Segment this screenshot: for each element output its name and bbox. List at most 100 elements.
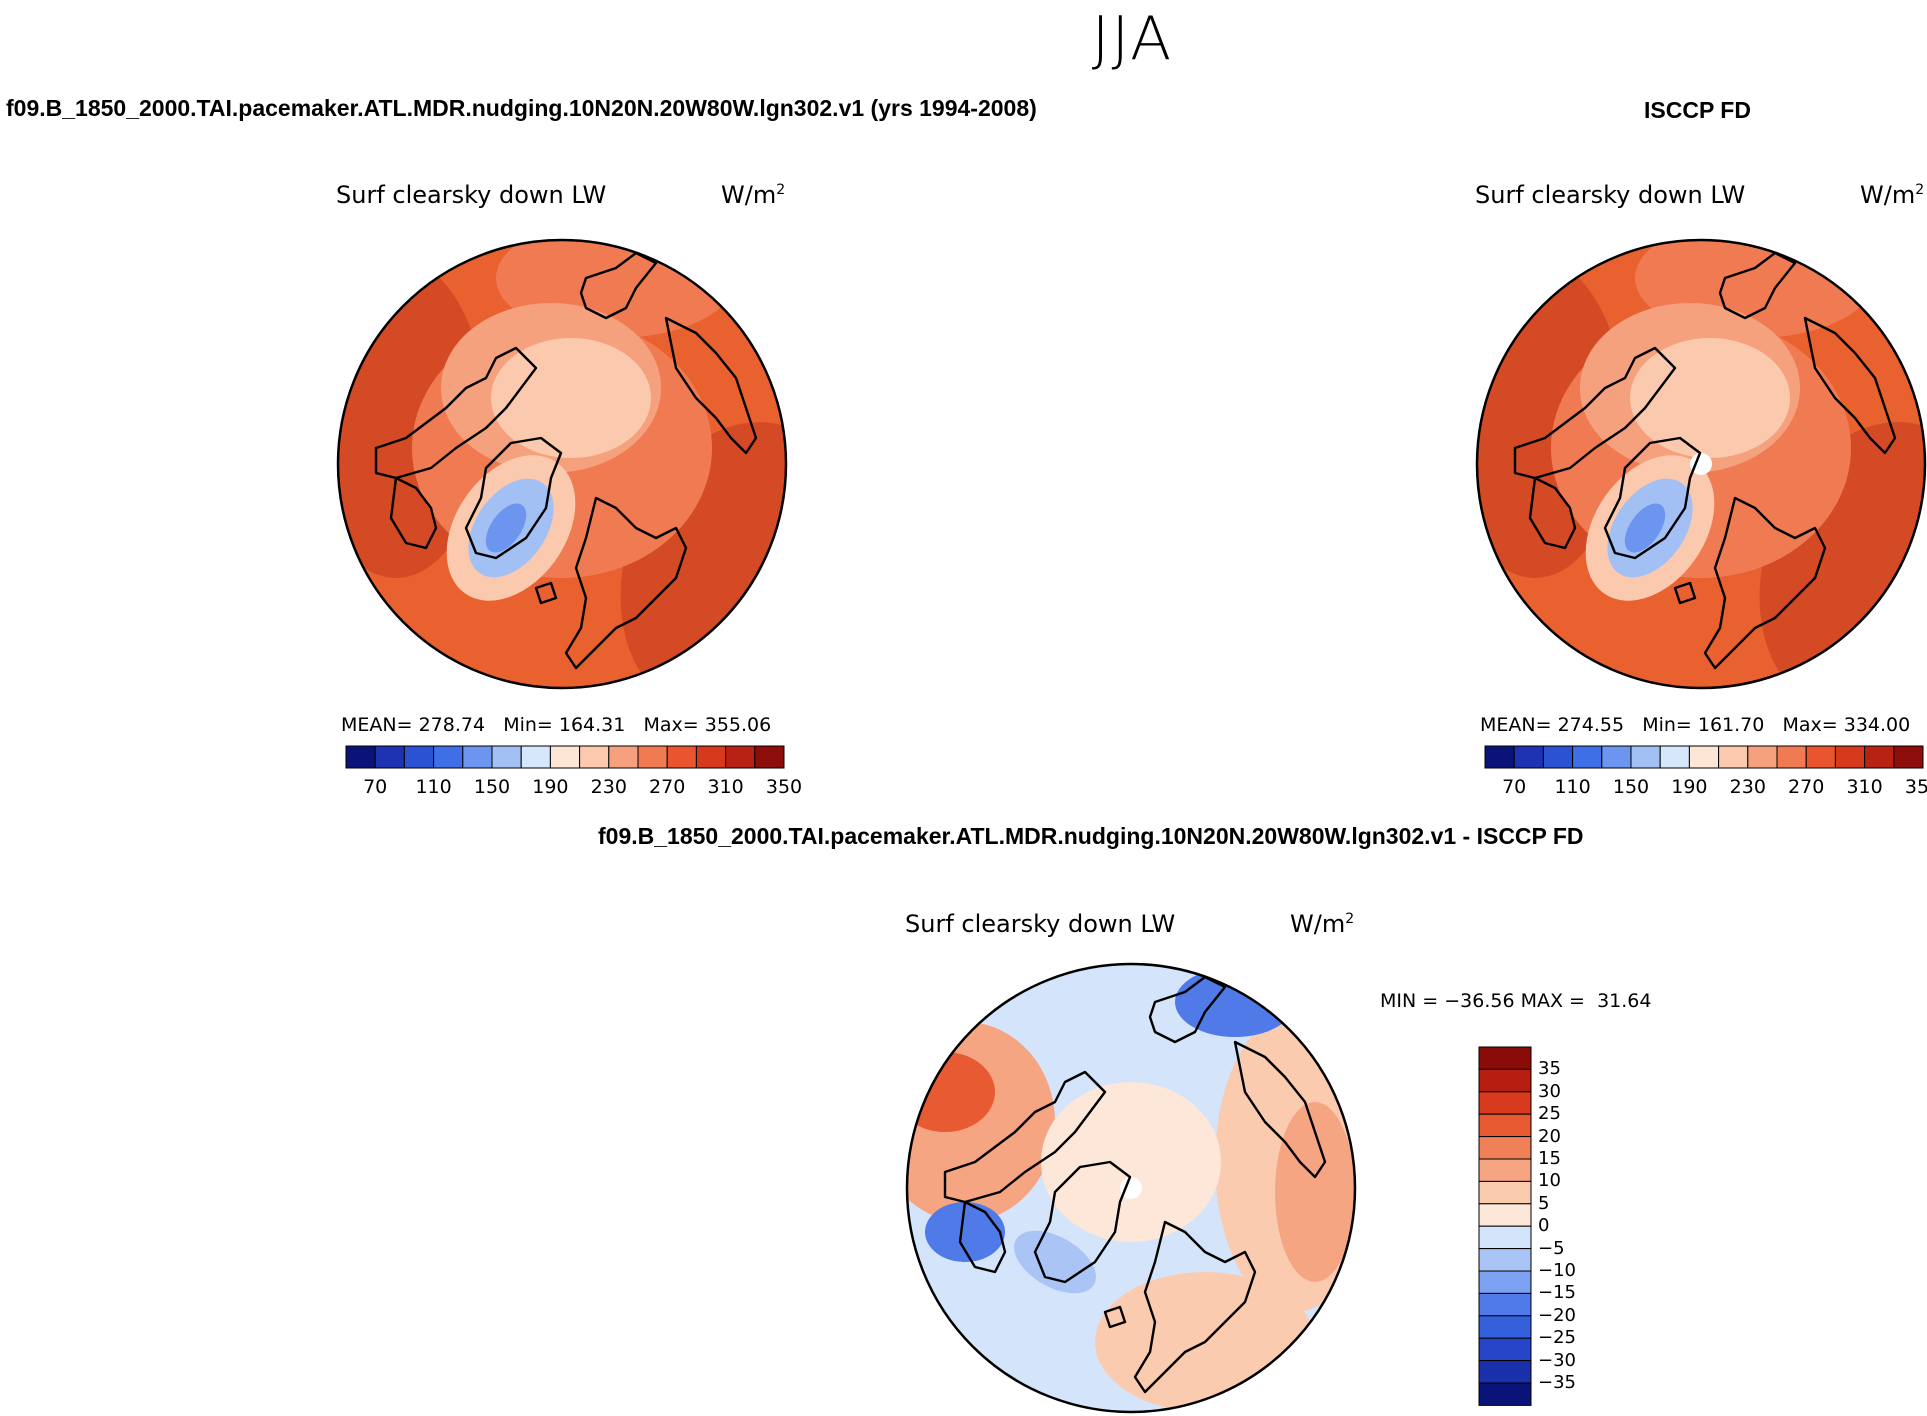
coastline: [1528, 476, 1577, 550]
coastline: [1148, 975, 1227, 1044]
coastline: [1233, 1040, 1327, 1179]
obs-mean-value: 274.55: [1557, 714, 1625, 736]
colorbar-tick-label: −20: [1538, 1304, 1576, 1326]
obs-stats: MEAN= 274.55 Min= 161.70 Max= 334.00: [1480, 714, 1911, 736]
diff-pole-missing-data: [1120, 1177, 1142, 1199]
obs-max-value: 334.00: [1843, 714, 1911, 736]
coastline: [1513, 346, 1677, 480]
obs-polar-map: [1475, 238, 1927, 690]
coastline: [1673, 581, 1697, 605]
diff-stats: MIN = −36.56 MAX = 31.64: [1380, 990, 1652, 1012]
colorbar-tick-label: −30: [1538, 1349, 1576, 1371]
model-map-border: [336, 238, 788, 690]
obs-colorbar: [1484, 745, 1924, 774]
colorbar-tick-label: 270: [649, 776, 686, 798]
model-min-value: 164.31: [558, 714, 626, 736]
diff-colorbar-ticks: 35 30 25 20 15 10 5 0 −5 −10 −15 −20 −25 −30 −35: [1532, 1046, 1592, 1406]
colorbar-box: [1572, 745, 1603, 769]
model-polar-map: [336, 238, 788, 690]
coastline: [464, 436, 563, 560]
coastline: [1103, 1305, 1127, 1329]
colorbar-tick-label: 15: [1538, 1148, 1561, 1169]
coastline: [1803, 316, 1897, 455]
colorbar-tick-label: 310: [707, 776, 744, 798]
field-contour: [1175, 967, 1295, 1037]
colorbar-box: [1484, 745, 1515, 769]
colorbar-tick-label: 20: [1538, 1125, 1561, 1147]
colorbar-box: [1478, 1337, 1532, 1362]
colorbar-box: [433, 745, 464, 769]
colorbar-box: [666, 745, 697, 769]
colorbar-box: [1478, 1136, 1532, 1160]
colorbar-tick-label: 70: [1502, 776, 1527, 798]
colorbar-box: [1478, 1270, 1532, 1294]
diff-colorbar: [1478, 1046, 1532, 1411]
model-stats: MEAN= 278.74 Min= 164.31 Max= 355.06: [341, 714, 772, 736]
colorbar-tick-label: 35: [1538, 1058, 1561, 1080]
colorbar-tick-label: 190: [532, 776, 569, 798]
model-variable-label: Surf clearsky down LW: [336, 181, 607, 209]
model-units-label: W/m2: [721, 181, 786, 209]
colorbar-box: [403, 745, 435, 769]
colorbar-tick-label: 25: [1538, 1103, 1561, 1125]
model-colorbar-ticks: 70 110 150 190 230 270 310 350: [345, 776, 802, 800]
colorbar-tick-label: 110: [1554, 776, 1591, 798]
field-contour: [1014, 1230, 1096, 1294]
field-contour: [485, 503, 527, 553]
colorbar-tick-label: 150: [473, 776, 511, 798]
colorbar-box: [1659, 745, 1690, 769]
field-contour: [1041, 1082, 1221, 1242]
colorbar-tick-label: −35: [1538, 1372, 1576, 1393]
obs-pole-missing-data: [1690, 453, 1712, 475]
diff-colorbar-svg: [1478, 1046, 1532, 1406]
colorbar-box: [579, 745, 610, 769]
colorbar-tick-label: 30: [1538, 1080, 1561, 1102]
colorbar-box: [1478, 1292, 1532, 1317]
diff-map-border: [905, 962, 1357, 1414]
coastline: [958, 1200, 1007, 1274]
coastline: [579, 251, 658, 320]
field-contour: [1624, 503, 1666, 553]
colorbar-box: [1478, 1225, 1532, 1250]
colorbar-box: [1478, 1360, 1532, 1384]
model-coastlines: [374, 251, 758, 670]
colorbar-tick-label: 0: [1538, 1215, 1550, 1237]
colorbar-box: [1478, 1315, 1532, 1339]
colorbar-box: [549, 745, 581, 769]
colorbar-box: [345, 745, 376, 769]
diff-coastlines: [943, 975, 1327, 1394]
colorbar-box: [1747, 745, 1778, 769]
colorbar-box: [1718, 745, 1749, 769]
coastline: [1033, 1160, 1132, 1284]
colorbar-tick-label: 230: [1729, 776, 1766, 798]
obs-colorbar-ticks: 70 110 150 190 230 270 310 350: [1484, 776, 1927, 800]
diff-max-value: 31.64: [1597, 990, 1652, 1012]
colorbar-box: [1478, 1180, 1532, 1205]
obs-units-label: W/m2: [1860, 181, 1925, 209]
obs-min-value: 161.70: [1697, 714, 1765, 736]
model-max-value: 355.06: [704, 714, 772, 736]
colorbar-box: [491, 745, 522, 769]
diff-case-title: f09.B_1850_2000.TAI.pacemaker.ATL.MDR.nu…: [598, 823, 1584, 849]
colorbar-box: [1805, 745, 1836, 769]
coastline: [1703, 496, 1827, 670]
colorbar-box: [462, 745, 493, 769]
colorbar-box: [1864, 745, 1895, 769]
obs-case-title: ISCCP FD: [1644, 97, 1751, 123]
colorbar-tick-label: 150: [1612, 776, 1650, 798]
colorbar-box: [1513, 745, 1544, 769]
colorbar-svg: [1484, 745, 1924, 769]
colorbar-tick-label: 270: [1788, 776, 1825, 798]
colorbar-tick-label: 190: [1671, 776, 1708, 798]
diff-units-label: W/m2: [1290, 910, 1355, 938]
colorbar-box: [754, 745, 785, 769]
colorbar-box: [1688, 745, 1720, 769]
colorbar-box: [1893, 745, 1924, 769]
colorbar-tick-label: 350: [765, 776, 803, 798]
colorbar-tick-label: 310: [1846, 776, 1883, 798]
obs-map-border: [1475, 238, 1927, 690]
colorbar-box: [1478, 1068, 1532, 1093]
colorbar-box: [1542, 745, 1574, 769]
colorbar-tick-label: 350: [1904, 776, 1927, 798]
colorbar-box: [1478, 1203, 1532, 1227]
